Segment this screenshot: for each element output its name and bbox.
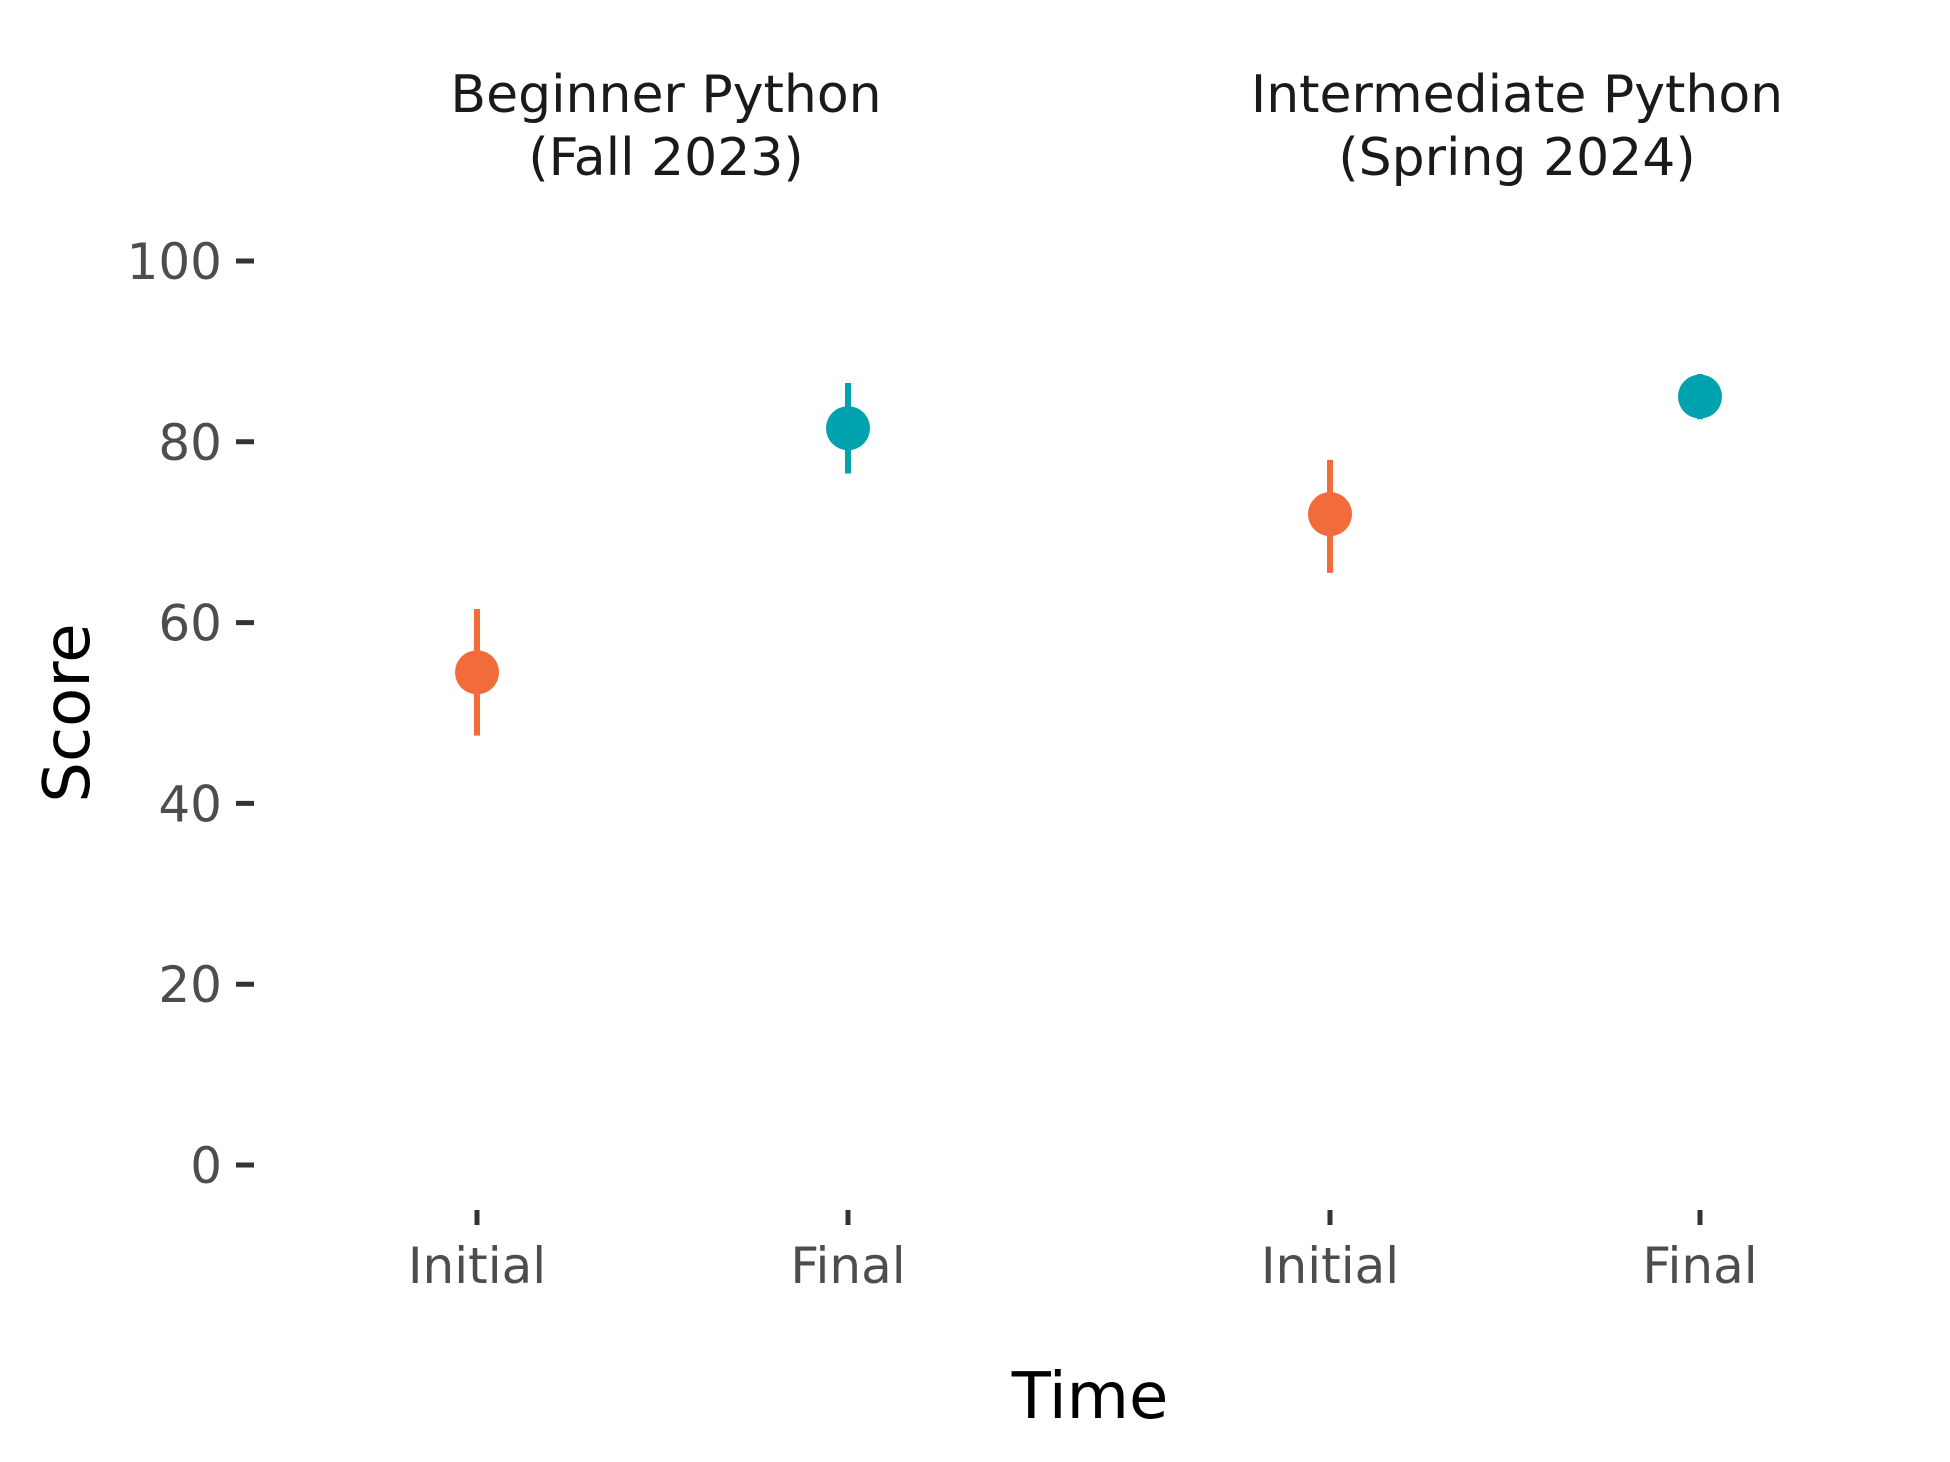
facet-panel: Beginner Python (Fall 2023) Initial Final: [408, 65, 906, 1295]
x-tick-label: Final: [1642, 1237, 1757, 1295]
y-axis-title: Score: [31, 623, 105, 802]
data-point: [1308, 492, 1352, 537]
x-tick-label: Final: [790, 1237, 905, 1295]
facet-title-line: (Fall 2023): [528, 128, 803, 188]
y-tick-label: 40: [158, 775, 222, 833]
y-axis: 0 20 40 60 80 100: [127, 233, 254, 1195]
x-tick-label: Initial: [1261, 1237, 1399, 1295]
y-tick-label: 20: [158, 956, 222, 1014]
x-tick-label: Initial: [408, 1237, 546, 1295]
panels: Beginner Python (Fall 2023)Initial FinalIn…: [408, 65, 1783, 1295]
x-axis-title: Time: [1011, 1360, 1169, 1434]
y-tick-label: 80: [158, 414, 222, 472]
facet-title-line: Beginner Python: [450, 65, 881, 125]
data-point: [455, 650, 499, 695]
data-point: [826, 406, 870, 451]
facet-title-line: Intermediate Python: [1251, 65, 1783, 125]
y-tick-label: 60: [158, 595, 222, 653]
facet-title: Intermediate Python (Spring 2024): [1251, 65, 1783, 188]
data-point: [1678, 374, 1722, 419]
facet-panel: Intermediate Python (Spring 2024) Initial F…: [1251, 65, 1783, 1295]
y-tick-label: 100: [127, 233, 222, 291]
facet-title: Beginner Python (Fall 2023): [450, 65, 881, 188]
y-tick-label: 0: [190, 1137, 222, 1195]
facet-title-line: (Spring 2024): [1338, 128, 1695, 188]
